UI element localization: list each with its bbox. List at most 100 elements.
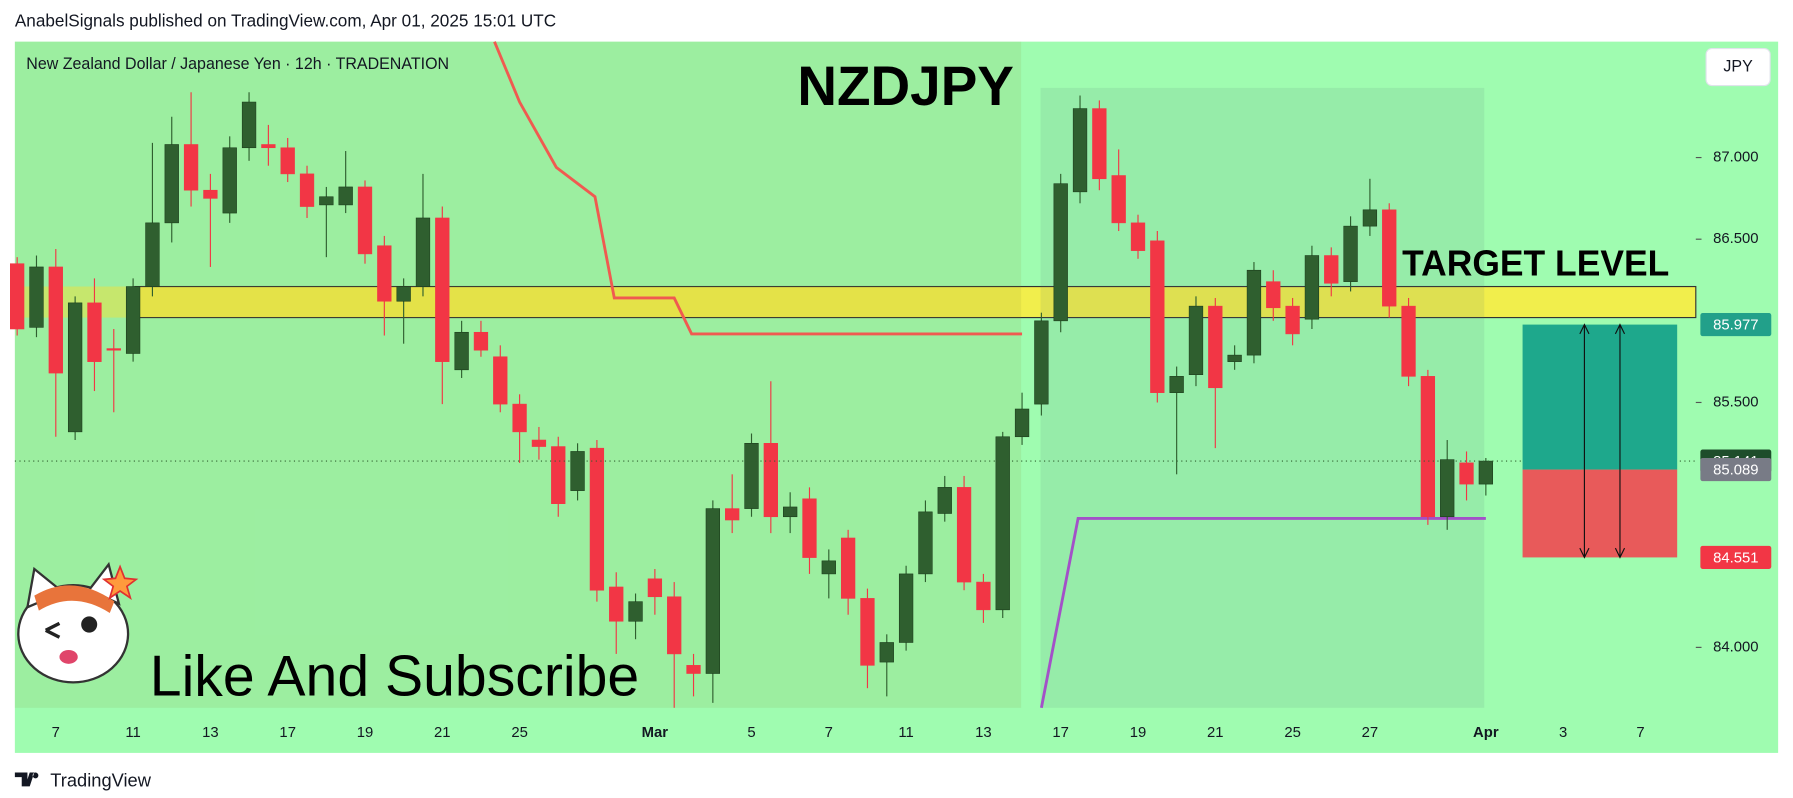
candle-body — [87, 302, 102, 362]
x-tick-label: 13 — [975, 724, 992, 741]
plot: 84.000 85.500 86.500 87.000 7 11 13 17 19 21 25 Mar… — [10, 41, 1772, 741]
x-tick-label: Mar — [642, 724, 669, 741]
candle-body — [1362, 209, 1378, 227]
candle-body — [1169, 376, 1184, 393]
candle-body — [512, 403, 527, 433]
candle-body — [976, 581, 991, 611]
candle-body — [898, 573, 914, 643]
candle-body — [551, 446, 566, 504]
candle-body — [415, 217, 431, 287]
x-tick-label: 5 — [747, 724, 755, 741]
x-tick-label: 7 — [825, 724, 833, 741]
y-tick-label: 86.500 — [1713, 230, 1758, 247]
candle-body — [299, 173, 315, 207]
currency-label: JPY — [1723, 57, 1753, 75]
candle-body — [570, 451, 585, 491]
candle-body — [667, 596, 682, 655]
candle-body — [67, 302, 83, 433]
candle-body — [1401, 305, 1416, 377]
position-profit — [1522, 324, 1678, 470]
candle-body — [125, 286, 141, 354]
price-label-box — [1700, 313, 1772, 337]
y-tick-label: 85.500 — [1713, 393, 1758, 410]
x-tick-label: 13 — [202, 724, 219, 741]
x-tick-label: 17 — [1052, 724, 1069, 741]
candle-body — [106, 348, 121, 351]
candle-body — [396, 286, 411, 302]
candle-body — [1478, 460, 1494, 485]
candle-body — [377, 245, 392, 302]
x-tick-label: 21 — [434, 724, 451, 741]
candle-body — [821, 560, 836, 575]
candle-body — [589, 447, 605, 591]
candle-body — [183, 144, 199, 191]
candle-body — [261, 144, 276, 149]
x-tick-label: 25 — [511, 724, 528, 741]
indicator-line — [493, 41, 1023, 336]
candle-body — [1072, 108, 1088, 193]
candle-body — [1382, 209, 1397, 307]
candle-body — [1266, 281, 1281, 309]
candle-body — [241, 101, 257, 149]
candle-body — [280, 147, 295, 175]
candle-body — [802, 498, 817, 558]
x-tick-label: 11 — [125, 724, 140, 741]
y-tick-label: 87.000 — [1713, 148, 1758, 165]
x-tick-label: 27 — [1362, 724, 1379, 741]
candle-body — [628, 601, 643, 622]
position-arrow — [1579, 323, 1590, 559]
candle-body — [647, 578, 663, 598]
candle-body — [203, 189, 218, 199]
candle-body — [1053, 183, 1068, 322]
candle-body — [686, 665, 701, 674]
candle-body — [222, 147, 237, 214]
candle-body — [1285, 305, 1300, 335]
candle-body — [1034, 320, 1049, 405]
candle-body — [879, 642, 894, 663]
price-label: 84.551 — [1713, 549, 1758, 566]
price-label: 85.089 — [1713, 462, 1758, 479]
symbol-legend: New Zealand Dollar / Japanese Yen · 12h … — [26, 55, 449, 73]
position-loss — [1522, 469, 1678, 558]
candle-body — [1227, 354, 1242, 362]
candle-body — [763, 442, 778, 518]
x-tick-label: 7 — [52, 724, 60, 741]
candle-body — [840, 537, 856, 599]
candle-body — [1111, 175, 1126, 224]
candle-body — [956, 487, 972, 583]
chart-title: NZDJPY — [797, 55, 1013, 117]
currency-button[interactable] — [1705, 47, 1771, 87]
candle-body — [1420, 376, 1436, 518]
candle-body — [357, 186, 373, 255]
candle-body — [1208, 305, 1223, 389]
candle-body — [48, 266, 63, 374]
candle-body — [10, 263, 25, 330]
candle-body — [1324, 255, 1339, 284]
candle-body — [164, 144, 179, 224]
candle-body — [473, 331, 489, 351]
candle-body — [29, 266, 44, 328]
x-tick-label: 19 — [1130, 724, 1147, 741]
x-tick-label: 21 — [1207, 724, 1224, 741]
x-tick-label: 17 — [279, 724, 296, 741]
candle-body — [918, 511, 933, 575]
x-tick-label: 11 — [898, 724, 913, 741]
candle-body — [1459, 462, 1474, 485]
x-tick-label: 25 — [1284, 724, 1301, 741]
candle-body — [1246, 269, 1262, 356]
tradingview-logo — [14, 772, 39, 787]
candle-body — [493, 356, 508, 405]
candle-body — [1188, 305, 1204, 376]
candle-body — [1092, 108, 1107, 180]
indicator-shade — [1040, 87, 1485, 708]
target-zone — [134, 285, 1697, 319]
candle-body — [338, 186, 353, 206]
candle-body — [319, 196, 334, 206]
y-tick-label: 84.000 — [1713, 638, 1758, 655]
candle-body — [1014, 408, 1030, 438]
footer-brand: TradingView — [50, 770, 151, 791]
x-tick-label: Apr — [1473, 724, 1499, 741]
candle-body — [435, 217, 450, 362]
